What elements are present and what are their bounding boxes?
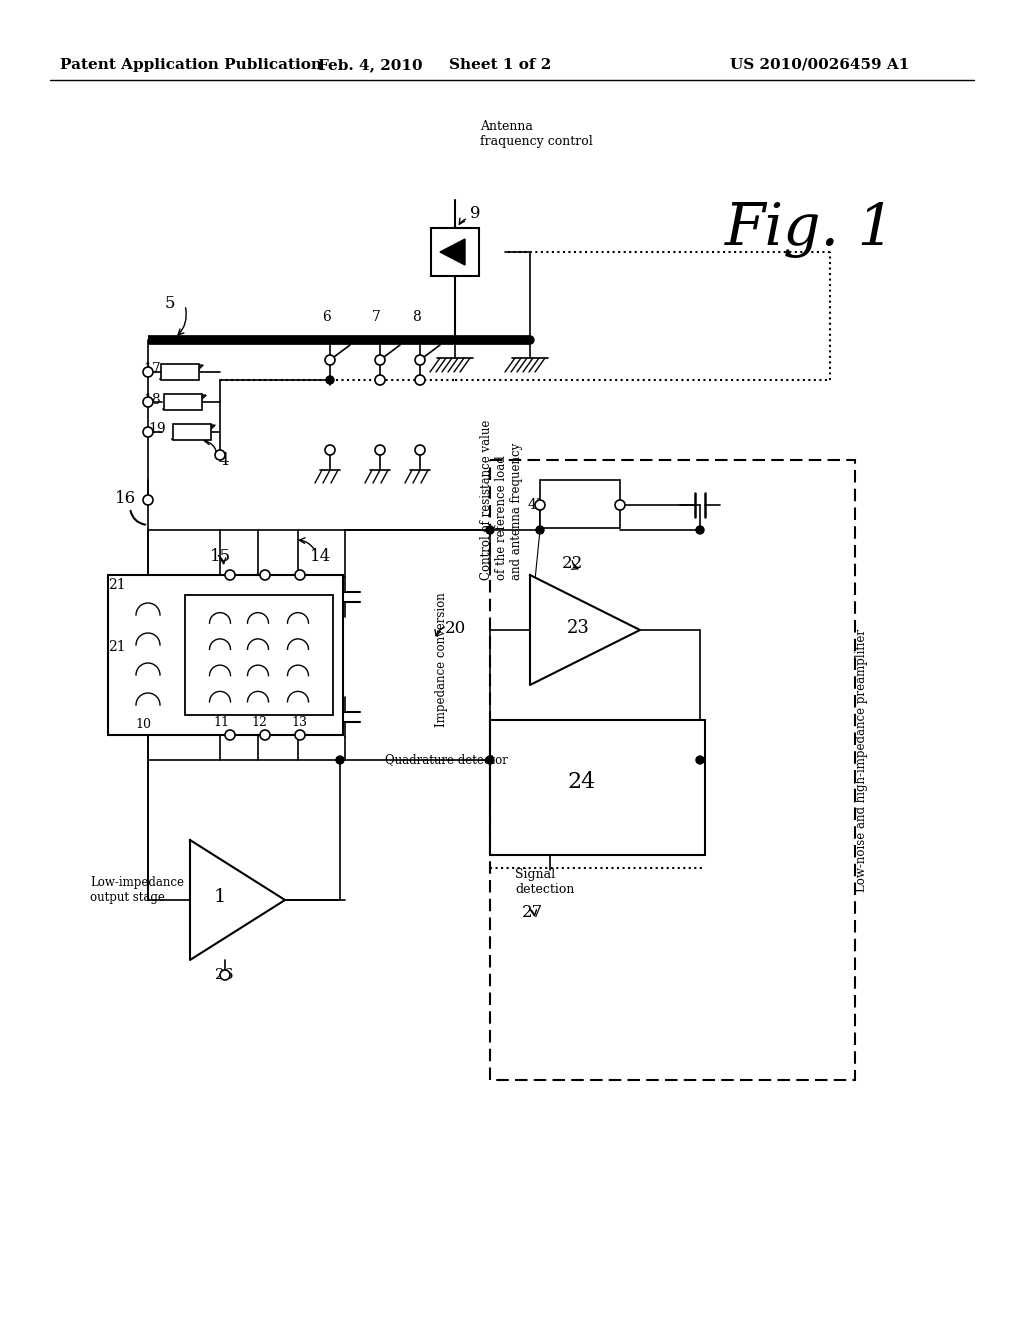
- Circle shape: [486, 756, 494, 764]
- Circle shape: [225, 570, 234, 579]
- FancyArrowPatch shape: [435, 627, 444, 636]
- Circle shape: [220, 970, 230, 979]
- Polygon shape: [190, 840, 285, 960]
- Circle shape: [295, 570, 305, 579]
- Text: 10: 10: [135, 718, 151, 731]
- Text: 24: 24: [568, 771, 596, 793]
- Bar: [108, 576, 343, 735]
- Circle shape: [325, 445, 335, 455]
- Circle shape: [526, 337, 534, 345]
- Text: 45: 45: [528, 498, 546, 512]
- Bar: [540, 480, 620, 528]
- Circle shape: [415, 355, 425, 366]
- Bar: [490, 719, 705, 855]
- FancyArrowPatch shape: [588, 496, 596, 507]
- Bar: [164, 393, 202, 411]
- Circle shape: [225, 730, 234, 741]
- Text: 12: 12: [251, 715, 267, 729]
- Bar: [431, 228, 479, 276]
- Text: 9: 9: [470, 205, 480, 222]
- Bar: [185, 595, 333, 715]
- Text: Fig. 1: Fig. 1: [725, 202, 895, 259]
- Circle shape: [143, 426, 153, 437]
- Text: 16: 16: [115, 490, 136, 507]
- Text: US 2010/0026459 A1: US 2010/0026459 A1: [730, 58, 909, 73]
- FancyArrowPatch shape: [571, 561, 578, 569]
- Circle shape: [696, 525, 705, 535]
- Circle shape: [295, 730, 305, 741]
- FancyArrowPatch shape: [204, 440, 217, 455]
- Circle shape: [375, 445, 385, 455]
- FancyArrowPatch shape: [218, 556, 225, 564]
- Text: Signal
detection: Signal detection: [515, 869, 574, 896]
- Text: 6: 6: [322, 310, 331, 323]
- Text: 4: 4: [218, 451, 228, 469]
- Circle shape: [415, 375, 425, 385]
- Bar: [490, 459, 855, 1080]
- Text: 26: 26: [215, 968, 234, 982]
- Text: Low-noise and high-impedance preamplifier: Low-noise and high-impedance preamplifie…: [855, 628, 868, 891]
- Text: 19: 19: [148, 422, 166, 436]
- FancyArrowPatch shape: [178, 308, 186, 335]
- FancyArrowPatch shape: [530, 909, 537, 916]
- Text: 8: 8: [412, 310, 421, 323]
- Text: Patent Application Publication: Patent Application Publication: [60, 58, 322, 73]
- Circle shape: [143, 397, 153, 407]
- Text: 22: 22: [562, 554, 584, 572]
- FancyArrowPatch shape: [130, 511, 145, 524]
- Text: Antenna
fraquency control: Antenna fraquency control: [480, 120, 593, 148]
- Circle shape: [375, 355, 385, 366]
- Circle shape: [326, 376, 334, 384]
- Polygon shape: [440, 239, 465, 265]
- Text: Control of resistance value
of the reference load
and antenna frequency: Control of resistance value of the refer…: [480, 420, 523, 581]
- Bar: [173, 424, 211, 440]
- Text: Impedance conversion: Impedance conversion: [435, 593, 449, 727]
- Text: 5: 5: [165, 294, 175, 312]
- Polygon shape: [530, 576, 640, 685]
- FancyArrowPatch shape: [299, 537, 314, 549]
- Text: 1: 1: [214, 888, 226, 906]
- Text: 14: 14: [310, 548, 331, 565]
- Circle shape: [215, 450, 225, 459]
- Bar: [161, 364, 199, 380]
- Text: 23: 23: [566, 619, 590, 638]
- Text: Quadrature detector: Quadrature detector: [385, 754, 508, 767]
- Text: Low-impedance
output stage: Low-impedance output stage: [90, 876, 184, 904]
- Circle shape: [325, 355, 335, 366]
- Text: Feb. 4, 2010: Feb. 4, 2010: [317, 58, 422, 73]
- Text: 20: 20: [445, 620, 466, 638]
- Circle shape: [375, 375, 385, 385]
- Circle shape: [336, 756, 344, 764]
- Text: Sheet 1 of 2: Sheet 1 of 2: [449, 58, 551, 73]
- Circle shape: [143, 495, 153, 506]
- Circle shape: [260, 730, 270, 741]
- Text: 17: 17: [143, 362, 161, 376]
- Text: 15: 15: [210, 548, 231, 565]
- Text: 25: 25: [580, 490, 601, 507]
- Text: 27: 27: [522, 904, 544, 921]
- Circle shape: [535, 500, 545, 510]
- Circle shape: [615, 500, 625, 510]
- Text: 18: 18: [143, 393, 161, 407]
- Circle shape: [143, 367, 153, 378]
- Text: 21: 21: [108, 640, 126, 653]
- Text: 21: 21: [108, 578, 126, 591]
- Circle shape: [260, 570, 270, 579]
- FancyArrowPatch shape: [459, 218, 466, 224]
- Circle shape: [415, 445, 425, 455]
- Circle shape: [486, 525, 494, 535]
- Circle shape: [536, 525, 544, 535]
- Text: 7: 7: [372, 310, 381, 323]
- Circle shape: [696, 756, 705, 764]
- Text: 11: 11: [213, 715, 229, 729]
- Text: 13: 13: [291, 715, 307, 729]
